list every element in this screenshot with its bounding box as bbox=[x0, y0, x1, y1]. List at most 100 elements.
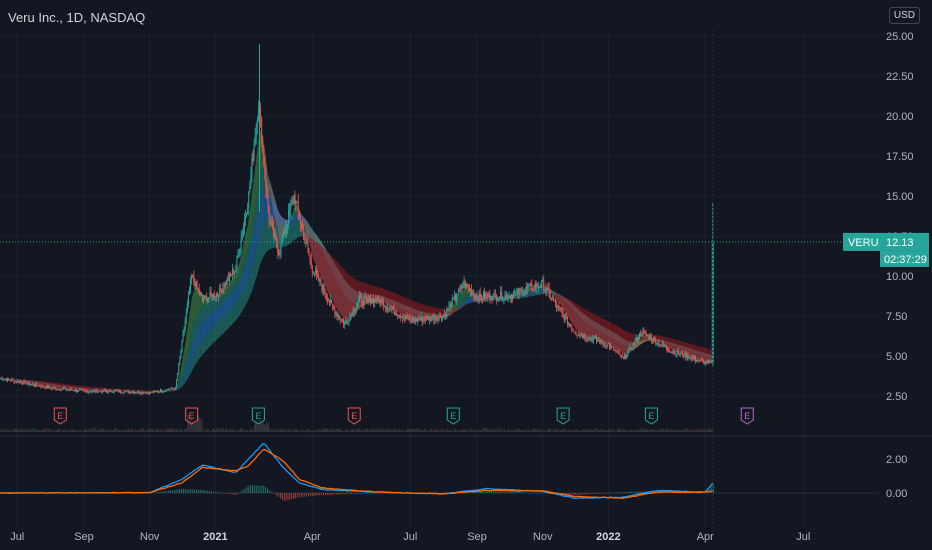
ema-ribbon-segment bbox=[142, 390, 146, 392]
candle-body bbox=[535, 283, 537, 289]
volume-bar bbox=[386, 429, 388, 432]
volume-bar bbox=[204, 430, 206, 432]
ema-ribbon-segment bbox=[332, 260, 336, 279]
earnings-badge bbox=[53, 407, 67, 425]
earnings-marker[interactable]: E bbox=[446, 407, 460, 425]
earnings-marker[interactable]: E bbox=[556, 407, 570, 425]
volume-bar bbox=[301, 428, 303, 432]
histogram-bar bbox=[594, 493, 596, 494]
time-tick-label: Sep bbox=[74, 531, 94, 543]
volume-bar bbox=[514, 430, 516, 432]
ema-ribbon-segment bbox=[458, 300, 462, 309]
volume-bar bbox=[445, 430, 447, 432]
candle-body bbox=[387, 306, 389, 310]
volume-bar bbox=[515, 428, 517, 432]
candle-body bbox=[523, 291, 525, 294]
histogram-bar bbox=[159, 491, 161, 493]
ema-ribbon-segment bbox=[536, 292, 540, 296]
candle-body bbox=[275, 232, 277, 238]
earnings-marker[interactable]: E bbox=[740, 407, 754, 425]
ema-ribbon-segment bbox=[688, 347, 692, 352]
candle-body bbox=[347, 320, 349, 322]
volume-bar bbox=[107, 430, 109, 432]
candle-body bbox=[35, 383, 37, 386]
histogram-bar bbox=[624, 491, 626, 493]
ema-ribbon-segment bbox=[67, 386, 72, 388]
oscillator-axis[interactable]: 0.002.00 bbox=[886, 454, 907, 500]
candle-body bbox=[613, 346, 615, 351]
volume-bar bbox=[611, 429, 613, 432]
ema-ribbon-segment bbox=[271, 196, 275, 220]
ema-ribbon-segment bbox=[578, 315, 582, 326]
candle-body bbox=[517, 288, 519, 295]
candle-body bbox=[92, 390, 94, 392]
candle-body bbox=[55, 387, 57, 390]
volume-bar bbox=[74, 429, 76, 432]
volume-bar bbox=[223, 430, 225, 432]
histogram-bar bbox=[495, 491, 497, 493]
volume-bar bbox=[262, 421, 264, 432]
ema-ribbon-segment bbox=[552, 290, 556, 294]
ema-ribbon-segment bbox=[54, 384, 59, 387]
candle-body bbox=[255, 123, 257, 138]
candle-body bbox=[709, 361, 711, 363]
volume-bar bbox=[399, 428, 401, 432]
earnings-marker[interactable]: E bbox=[644, 407, 658, 425]
time-tick-label: Nov bbox=[533, 531, 553, 543]
histogram-bar bbox=[486, 490, 488, 493]
candle-body bbox=[285, 226, 287, 230]
volume-bar bbox=[88, 429, 90, 432]
volume-bar bbox=[577, 429, 578, 432]
earnings-marker[interactable]: E bbox=[53, 407, 67, 425]
time-axis[interactable]: Jul Sep Nov 2021 Apr Jul Sep Nov 2022 Apr Jul bbox=[10, 531, 810, 543]
candle-body bbox=[177, 373, 179, 380]
currency-button[interactable]: USD bbox=[888, 7, 920, 24]
price-axis[interactable]: 2.505.007.5010.0012.5015.0017.5020.0022.… bbox=[886, 31, 914, 403]
candle-body bbox=[68, 389, 70, 391]
ema-ribbon-segment bbox=[520, 291, 524, 294]
candle-body bbox=[658, 341, 660, 346]
osc-tick-label: 2.00 bbox=[886, 454, 907, 466]
ema-ribbon-segment bbox=[54, 385, 59, 388]
histogram-bar bbox=[226, 493, 228, 494]
candle-body bbox=[286, 224, 288, 227]
histogram-bar bbox=[228, 493, 230, 494]
ema-ribbon-segment bbox=[264, 218, 269, 255]
ema-ribbon-segment bbox=[219, 303, 223, 321]
earnings-marker[interactable]: E bbox=[185, 407, 199, 425]
ema-ribbon-segment bbox=[319, 239, 324, 253]
candle-body bbox=[208, 297, 210, 299]
ema-ribbon-segment bbox=[190, 340, 194, 365]
candle-body bbox=[192, 274, 194, 276]
ema-ribbon-segment bbox=[171, 390, 175, 392]
ema-ribbon-segment bbox=[646, 339, 650, 342]
ema-ribbon-segment bbox=[565, 297, 569, 301]
volume-bar bbox=[105, 429, 107, 432]
volume-bar bbox=[118, 429, 120, 432]
ema-ribbon-segment bbox=[365, 293, 369, 303]
candle-body bbox=[21, 382, 23, 384]
earnings-marker[interactable]: E bbox=[347, 407, 361, 425]
candle-body bbox=[702, 359, 704, 361]
ema-ribbon-segment bbox=[287, 218, 291, 232]
ema-ribbon-segment bbox=[707, 353, 711, 358]
volume-bar bbox=[439, 430, 441, 432]
ema-ribbon-segment bbox=[293, 213, 298, 222]
histogram-bar bbox=[480, 491, 482, 493]
ema-ribbon-segment bbox=[639, 340, 643, 345]
volume-bar bbox=[471, 428, 473, 432]
volume-bar bbox=[310, 430, 311, 432]
histogram-bar bbox=[264, 486, 266, 493]
histogram-bar bbox=[152, 492, 154, 494]
candle-body bbox=[257, 107, 259, 120]
earnings-marker[interactable]: E bbox=[251, 407, 265, 425]
histogram-bar bbox=[344, 493, 346, 495]
histogram-bar bbox=[542, 493, 544, 494]
candle-body bbox=[268, 208, 270, 224]
volume-bar bbox=[647, 429, 648, 432]
ema-ribbon-segment bbox=[232, 302, 236, 324]
price-tag-symbol-bg bbox=[843, 232, 929, 251]
ema-ribbon-segment bbox=[658, 339, 663, 342]
